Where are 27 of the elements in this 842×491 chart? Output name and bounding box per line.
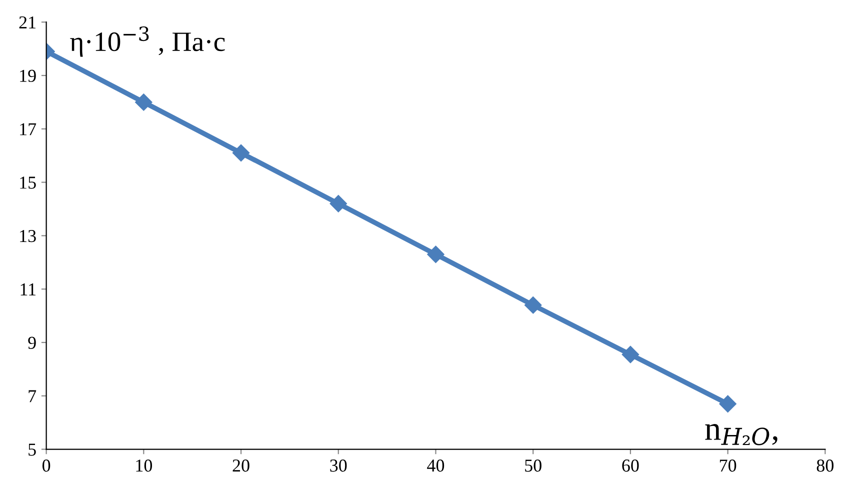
x-tick-label: 70: [720, 460, 736, 472]
x-tick-label: 40: [427, 460, 444, 472]
point: [330, 195, 347, 212]
x-tick-label: 30: [330, 460, 347, 472]
x-tick-label: 50: [525, 460, 542, 472]
y-tick-label: 17: [20, 123, 36, 136]
point: [427, 246, 444, 263]
point: [135, 94, 152, 111]
x-tick-label: 80: [816, 460, 834, 472]
y-tick-label: 21: [19, 16, 36, 28]
y-tick-label: 5: [28, 444, 36, 456]
x-tick-label: 10: [136, 460, 152, 472]
point: [232, 144, 250, 162]
point: [524, 296, 542, 314]
point: [622, 346, 639, 364]
x-axis-title: n$_{H₂O}$,: [705, 424, 778, 446]
point: [719, 395, 736, 412]
y-tick-label: 13: [20, 230, 36, 242]
y-tick-label: 15: [20, 176, 36, 189]
y-axis-title: η·10$^{−3}$ , Па·с: [70, 26, 225, 57]
y-tick-label: 7: [28, 390, 36, 402]
y-tick-label: 19: [20, 70, 36, 82]
x-tick-label: 0: [42, 460, 50, 472]
x-tick-label: 20: [232, 460, 250, 472]
y-tick-label: 9: [28, 336, 36, 349]
x-tick-label: 60: [622, 460, 639, 472]
y-tick-label: 11: [20, 283, 36, 296]
